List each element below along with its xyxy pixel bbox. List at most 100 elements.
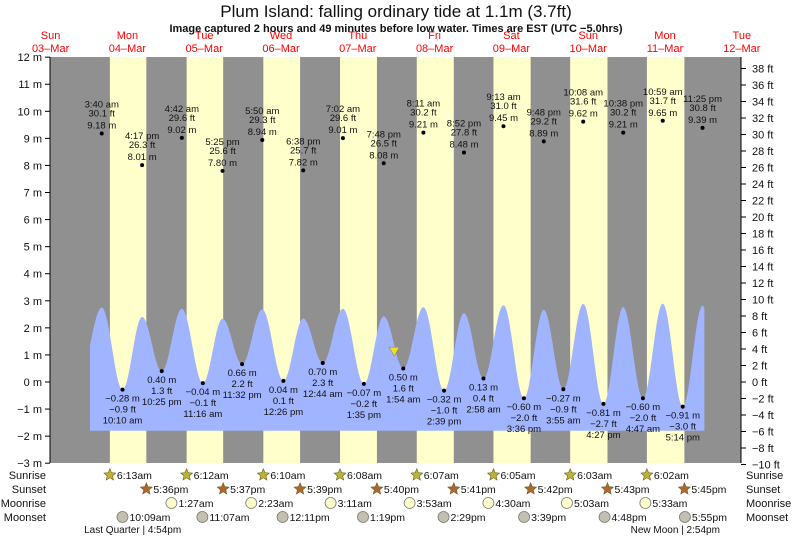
day-name: Tue: [733, 30, 752, 42]
high-tide-ft: 31.7 ft: [650, 96, 677, 107]
day-labels: Sun03–MarMon04–MarTue05–MarWed06–MarThu0…: [32, 30, 761, 55]
moonrise-row-label-left: Moonrise: [1, 498, 46, 510]
moonset-moon-icon: [276, 511, 289, 523]
right-tick-label: 28 ft: [752, 146, 773, 158]
low-tide-time: 3:36 pm: [507, 424, 541, 435]
moonrise-time: 3:11am: [338, 498, 372, 510]
moonrise-moon-icon: [561, 497, 573, 509]
day-date: 08–Mar: [416, 43, 454, 55]
low-tide-point: [120, 387, 125, 392]
high-tide-m: 8.08 m: [369, 150, 398, 161]
high-tide-m: 8.94 m: [248, 127, 277, 138]
high-tide-point: [621, 130, 626, 135]
low-tide-ft: −1.0 ft: [431, 406, 458, 417]
sunrise-time: 6:03am: [577, 470, 612, 482]
low-tide-time: 1:35 pm: [347, 410, 381, 421]
right-tick-label: 32 ft: [752, 113, 773, 125]
chart-subtitle: Image captured 2 hours and 49 minutes be…: [169, 23, 622, 35]
moonset-time: 3:39pm: [531, 512, 566, 524]
low-tide-m: 0.04 m: [269, 385, 298, 396]
high-tide-ft: 25.6 ft: [209, 146, 236, 157]
low-tide-ft: −0.2 ft: [351, 399, 378, 410]
high-tide-m: 7.82 m: [289, 157, 318, 168]
high-tide-m: 9.45 m: [489, 113, 518, 124]
right-tick-label: −8 ft: [752, 443, 774, 455]
low-tide-ft: −3.0 ft: [669, 422, 696, 433]
low-tide-ft: −2.0 ft: [630, 413, 657, 424]
right-tick-label: 38 ft: [752, 64, 773, 76]
left-tick-label: 3 m: [24, 296, 42, 308]
right-tick-label: 10 ft: [752, 295, 773, 307]
moonset-time: 2:29pm: [451, 512, 486, 524]
sunrise-star-icon: [179, 468, 194, 481]
low-tide-time: 10:25 pm: [142, 397, 182, 408]
low-tide-point: [442, 388, 447, 393]
sunrise-star-icon: [640, 468, 654, 481]
high-tide-m: 8.01 m: [128, 152, 157, 163]
moonset-time: 4:48pm: [612, 512, 647, 524]
right-tick-label: 18 ft: [752, 229, 773, 241]
low-tide-time: 11:32 pm: [223, 390, 262, 401]
low-tide-time: 4:47 am: [626, 424, 660, 435]
high-tide-ft: 25.7 ft: [290, 145, 317, 156]
sunrise-star-icon: [486, 468, 501, 481]
sunrise-time: 6:13am: [117, 470, 152, 482]
sunrise-time: 6:12am: [194, 470, 229, 482]
high-tide-point: [421, 130, 426, 135]
low-tide-time: 5:14 pm: [666, 433, 700, 444]
day-name: Sun: [578, 30, 598, 42]
low-tide-ft: −0.9 ft: [550, 404, 577, 415]
day-name: Thu: [348, 30, 367, 42]
right-tick-label: 8 ft: [752, 311, 767, 323]
high-tide-m: 9.65 m: [648, 108, 677, 119]
sunset-time: 5:36pm: [153, 484, 188, 496]
high-tide-time: 6:38 pm: [286, 136, 320, 147]
high-tide-ft: 26.5 ft: [371, 138, 398, 149]
left-tick-label: 2 m: [24, 323, 42, 335]
low-tide-m: −0.28 m: [105, 394, 140, 405]
day-name: Tue: [195, 30, 214, 42]
low-tide-time: 3:55 am: [546, 415, 580, 426]
low-tide-point: [601, 401, 606, 406]
low-tide-m: 0.70 m: [308, 367, 337, 378]
low-tide-ft: −0.9 ft: [109, 405, 136, 416]
left-tick-label: 11 m: [18, 79, 42, 91]
tide-area: [90, 303, 705, 431]
sunset-star-icon: [600, 482, 615, 495]
left-tick-label: 4 m: [24, 269, 42, 281]
high-tide-ft: 29.6 ft: [330, 113, 357, 124]
low-tide-m: −0.07 m: [347, 388, 382, 399]
low-tide-ft: 1.6 ft: [393, 383, 414, 394]
sunrise-star-icon: [103, 468, 117, 481]
day-name: Sat: [503, 30, 520, 42]
moonrise-time: 4:30am: [495, 498, 530, 510]
current-tide-marker-icon: [388, 346, 400, 357]
low-tide-m: −0.04 m: [186, 387, 221, 398]
high-tide-point: [581, 119, 586, 124]
moonrise-time: 3:53am: [417, 498, 452, 510]
high-tide-m: 9.01 m: [328, 125, 357, 136]
high-tide-time: 4:17 pm: [125, 131, 159, 142]
low-tide-m: −0.27 m: [546, 393, 581, 404]
high-tide-ft: 29.6 ft: [169, 113, 196, 124]
low-tide-time: 12:26 pm: [264, 407, 304, 418]
high-tide-time: 9:48 pm: [527, 107, 561, 118]
low-tide-m: 0.50 m: [389, 372, 418, 383]
high-tide-m: 8.89 m: [529, 128, 558, 139]
left-tick-label: 10 m: [18, 106, 42, 118]
high-tide-ft: 27.8 ft: [451, 127, 478, 138]
day-name: Mon: [117, 30, 138, 42]
low-tide-point: [481, 376, 486, 381]
axes: −3 m −2 m −1 m 0 m 1 m 2 m 3 m 4 m 5 m 6 m 7 m 8 m 9…: [17, 52, 780, 471]
astro-rows: Sunrise Sunrise 6:13am 6:12am 6:10am 6:08am 6:…: [1, 468, 791, 536]
low-tide-time: 2:58 am: [466, 404, 500, 415]
high-tide-time: 5:25 pm: [205, 137, 239, 148]
high-tide-time: 10:59 am: [643, 87, 683, 98]
high-tide-m: 7.80 m: [208, 158, 237, 169]
low-tide-m: 0.40 m: [147, 375, 176, 386]
right-tick-label: 26 ft: [752, 163, 773, 175]
sunrise-time: 6:08am: [347, 470, 382, 482]
high-tide-time: 8:52 pm: [447, 118, 481, 129]
low-tide-point: [200, 381, 205, 386]
right-tick-label: 34 ft: [752, 97, 773, 109]
